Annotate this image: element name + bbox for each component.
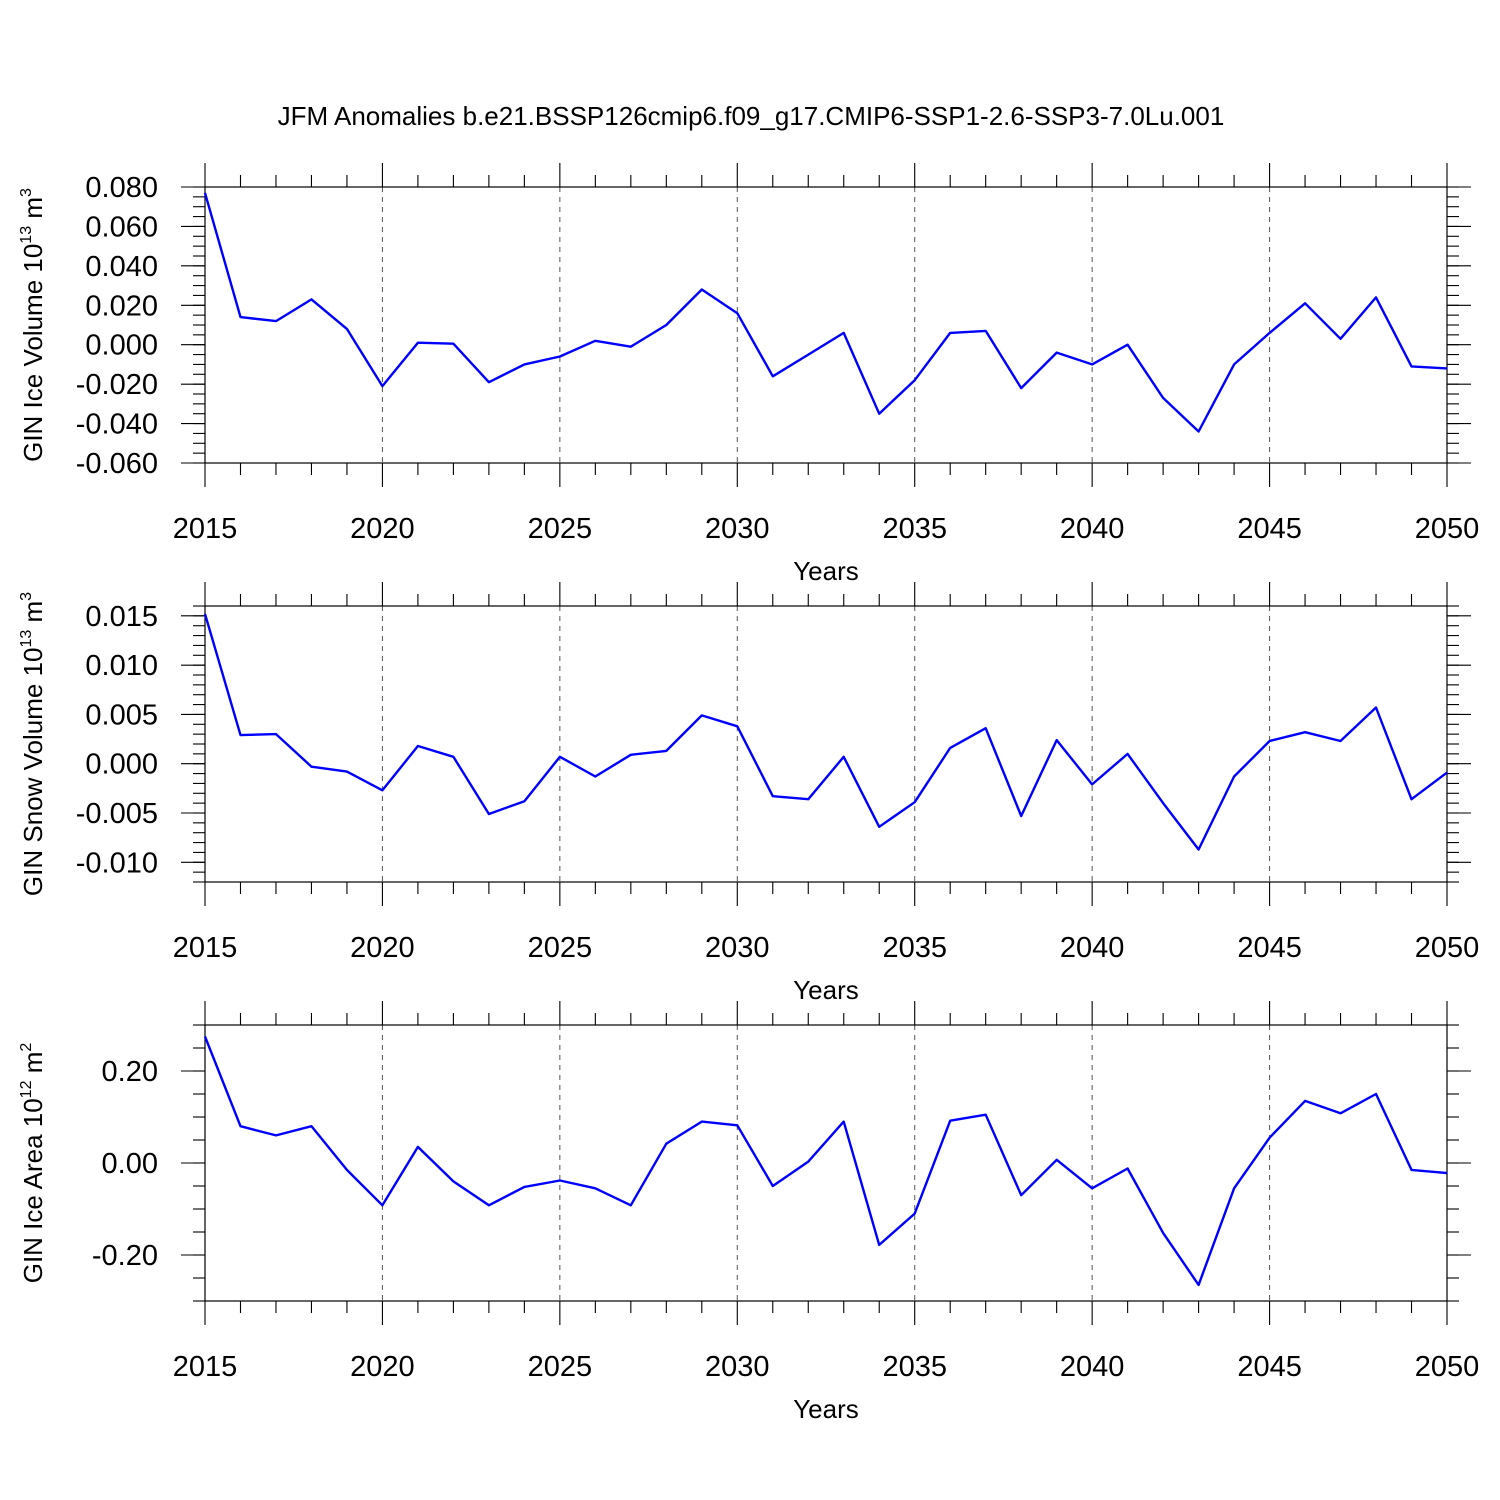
- panel-1-xtick-label-2050: 2050: [1415, 513, 1480, 545]
- panel-2-xtick-label-2030: 2030: [705, 932, 770, 964]
- panel-3-xtick-label-2050: 2050: [1415, 1351, 1480, 1383]
- panel-1-xtick-label-2015: 2015: [173, 513, 238, 545]
- panel-1-xtick-label-2020: 2020: [350, 513, 415, 545]
- panel-3-ytick-label--0.20: -0.20: [92, 1240, 158, 1272]
- chart-title: JFM Anomalies b.e21.BSSP126cmip6.f09_g17…: [278, 101, 1225, 131]
- panel-1-ytick-label-0.040: 0.040: [85, 251, 158, 283]
- panel-2-ytick-label-0.010: 0.010: [85, 650, 158, 682]
- panel-1-series-line: [203, 192, 1448, 433]
- panel-1: 2015 2020 2025 2030 2035 2040 2045 2050 Years 0.0…: [18, 163, 1479, 586]
- panel-3-ytick-label-0.00: 0.00: [102, 1148, 158, 1180]
- panel-1-plot-frame: [204, 186, 1448, 464]
- panel-1-xtick-label-2030: 2030: [705, 513, 770, 545]
- panel-1-xtick-label-2025: 2025: [528, 513, 593, 545]
- panel-2-xtick-label-2035: 2035: [882, 932, 947, 964]
- panel-1-xtick-label-2035: 2035: [882, 513, 947, 545]
- panel-3-xtick-label-2040: 2040: [1060, 1351, 1125, 1383]
- panel-1-ytick-label--0.020: -0.020: [76, 369, 158, 401]
- panel-2-ytick-label-0.005: 0.005: [85, 699, 158, 731]
- panel-3-xtick-label-2035: 2035: [882, 1351, 947, 1383]
- panel-2-plot-frame: [204, 605, 1448, 883]
- panel-3-y-axis-label: GIN Ice Area 1012 m2: [18, 1043, 48, 1284]
- panel-2-xtick-label-2015: 2015: [173, 932, 238, 964]
- panel-3-plot-frame: [204, 1024, 1448, 1302]
- panel-2-xtick-label-2020: 2020: [350, 932, 415, 964]
- panel-1-ytick-label-0.080: 0.080: [85, 172, 158, 204]
- panel-3-x-axis-label: Years: [793, 1394, 859, 1424]
- panel-1-ytick-label-0.020: 0.020: [85, 290, 158, 322]
- panel-3-xtick-label-2030: 2030: [705, 1351, 770, 1383]
- panel-2-xtick-label-2045: 2045: [1237, 932, 1302, 964]
- panel-1-ytick-label-0.060: 0.060: [85, 211, 158, 243]
- panel-2-ytick-label--0.005: -0.005: [76, 798, 158, 830]
- panel-3: 2015 2020 2025 2030 2035 2040 2045 2050 Years 0.2…: [18, 1001, 1479, 1424]
- panel-2-ytick-label-0.015: 0.015: [85, 601, 158, 633]
- panel-2: 2015 2020 2025 2030 2035 2040 2045 2050 Years 0.0…: [18, 582, 1479, 1005]
- panel-1-x-axis-label: Years: [793, 556, 859, 586]
- panel-2-ytick-label--0.010: -0.010: [76, 847, 158, 879]
- panel-3-ytick-label-0.20: 0.20: [102, 1056, 158, 1088]
- panel-2-y-axis-label: GIN Snow Volume 1013 m3: [18, 592, 48, 896]
- panel-2-ytick-label-0.000: 0.000: [85, 749, 158, 781]
- panel-1-ytick-label--0.060: -0.060: [76, 448, 158, 480]
- panel-1-xtick-label-2045: 2045: [1237, 513, 1302, 545]
- panel-3-xtick-label-2020: 2020: [350, 1351, 415, 1383]
- panel-2-xtick-label-2050: 2050: [1415, 932, 1480, 964]
- panel-2-x-axis-label: Years: [793, 975, 859, 1005]
- panel-3-xtick-label-2025: 2025: [528, 1351, 593, 1383]
- panel-1-ytick-label--0.040: -0.040: [76, 409, 158, 441]
- panel-2-xtick-label-2025: 2025: [528, 932, 593, 964]
- panel-3-xtick-label-2015: 2015: [173, 1351, 238, 1383]
- panel-1-y-axis-label: GIN Ice Volume 1013 m3: [18, 188, 48, 462]
- panel-2-series-line: [203, 613, 1448, 851]
- panel-3-xtick-label-2045: 2045: [1237, 1351, 1302, 1383]
- panel-1-ytick-label-0.000: 0.000: [85, 330, 158, 362]
- panel-3-series-line: [203, 1036, 1448, 1287]
- panel-1-xtick-label-2040: 2040: [1060, 513, 1125, 545]
- panel-2-xtick-label-2040: 2040: [1060, 932, 1125, 964]
